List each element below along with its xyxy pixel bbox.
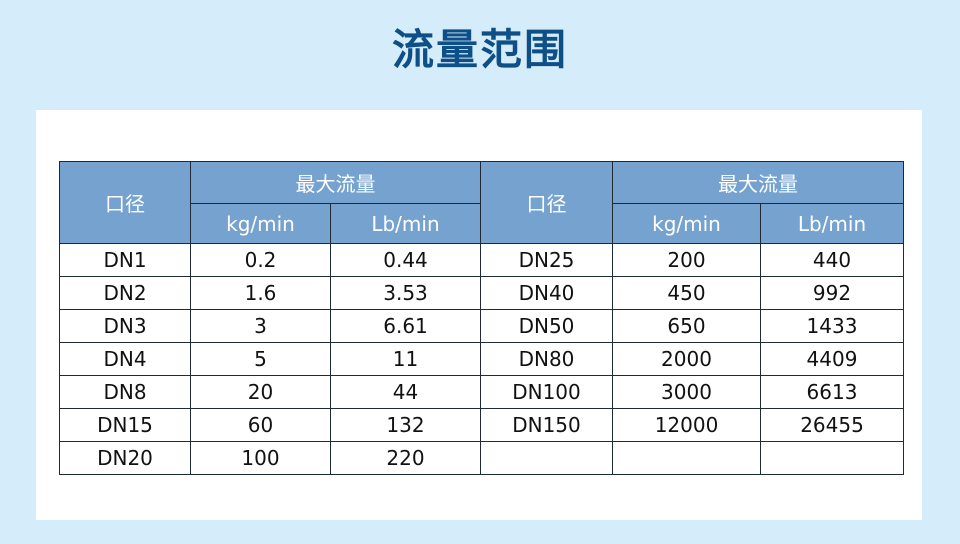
cell-diameter: DN150 bbox=[480, 408, 613, 442]
table-row: DN15 60 132 DN150 12000 26455 bbox=[59, 408, 904, 442]
cell-diameter bbox=[480, 441, 613, 475]
cell-kg-min: 12000 bbox=[612, 408, 761, 442]
header-max-flow: 最大流量 bbox=[190, 161, 481, 204]
cell-kg-min: 650 bbox=[612, 309, 761, 343]
cell-lb-min: 1433 bbox=[760, 309, 904, 343]
header-diameter: 口径 bbox=[480, 161, 613, 244]
cell-diameter: DN8 bbox=[59, 375, 191, 409]
cell-lb-min bbox=[760, 441, 904, 475]
cell-kg-min: 200 bbox=[612, 243, 761, 277]
cell-lb-min: 4409 bbox=[760, 342, 904, 376]
cell-kg-min: 450 bbox=[612, 276, 761, 310]
flow-range-table: 口径 最大流量 口径 最大流量 kg/min Lb/min kg/min Lb/… bbox=[59, 161, 904, 475]
header-kg-min: kg/min bbox=[612, 203, 761, 244]
cell-kg-min: 3000 bbox=[612, 375, 761, 409]
cell-diameter: DN100 bbox=[480, 375, 613, 409]
cell-lb-min: 44 bbox=[330, 375, 481, 409]
cell-diameter: DN15 bbox=[59, 408, 191, 442]
table-row: DN2 1.6 3.53 DN40 450 992 bbox=[59, 276, 904, 310]
table-row: DN3 3 6.61 DN50 650 1433 bbox=[59, 309, 904, 343]
header-kg-min: kg/min bbox=[190, 203, 331, 244]
cell-lb-min: 992 bbox=[760, 276, 904, 310]
cell-diameter: DN50 bbox=[480, 309, 613, 343]
cell-kg-min: 2000 bbox=[612, 342, 761, 376]
cell-diameter: DN2 bbox=[59, 276, 191, 310]
cell-lb-min: 11 bbox=[330, 342, 481, 376]
cell-kg-min: 60 bbox=[190, 408, 331, 442]
cell-lb-min: 26455 bbox=[760, 408, 904, 442]
cell-kg-min: 1.6 bbox=[190, 276, 331, 310]
cell-lb-min: 6.61 bbox=[330, 309, 481, 343]
cell-diameter: DN1 bbox=[59, 243, 191, 277]
cell-diameter: DN20 bbox=[59, 441, 191, 475]
table-row: DN8 20 44 DN100 3000 6613 bbox=[59, 375, 904, 409]
cell-kg-min bbox=[612, 441, 761, 475]
cell-diameter: DN3 bbox=[59, 309, 191, 343]
cell-lb-min: 3.53 bbox=[330, 276, 481, 310]
header-diameter: 口径 bbox=[59, 161, 191, 244]
cell-kg-min: 0.2 bbox=[190, 243, 331, 277]
cell-lb-min: 132 bbox=[330, 408, 481, 442]
header-lb-min: Lb/min bbox=[760, 203, 904, 244]
cell-lb-min: 220 bbox=[330, 441, 481, 475]
table-row: DN1 0.2 0.44 DN25 200 440 bbox=[59, 243, 904, 277]
page-title: 流量范围 bbox=[391, 25, 568, 74]
cell-kg-min: 100 bbox=[190, 441, 331, 475]
cell-diameter: DN25 bbox=[480, 243, 613, 277]
cell-lb-min: 440 bbox=[760, 243, 904, 277]
cell-kg-min: 3 bbox=[190, 309, 331, 343]
cell-lb-min: 0.44 bbox=[330, 243, 481, 277]
cell-diameter: DN4 bbox=[59, 342, 191, 376]
cell-kg-min: 5 bbox=[190, 342, 331, 376]
cell-diameter: DN80 bbox=[480, 342, 613, 376]
cell-diameter: DN40 bbox=[480, 276, 613, 310]
table-row: DN20 100 220 bbox=[59, 441, 904, 475]
cell-kg-min: 20 bbox=[190, 375, 331, 409]
cell-lb-min: 6613 bbox=[760, 375, 904, 409]
table-row: DN4 5 11 DN80 2000 4409 bbox=[59, 342, 904, 376]
header-max-flow: 最大流量 bbox=[612, 161, 904, 204]
header-lb-min: Lb/min bbox=[330, 203, 481, 244]
